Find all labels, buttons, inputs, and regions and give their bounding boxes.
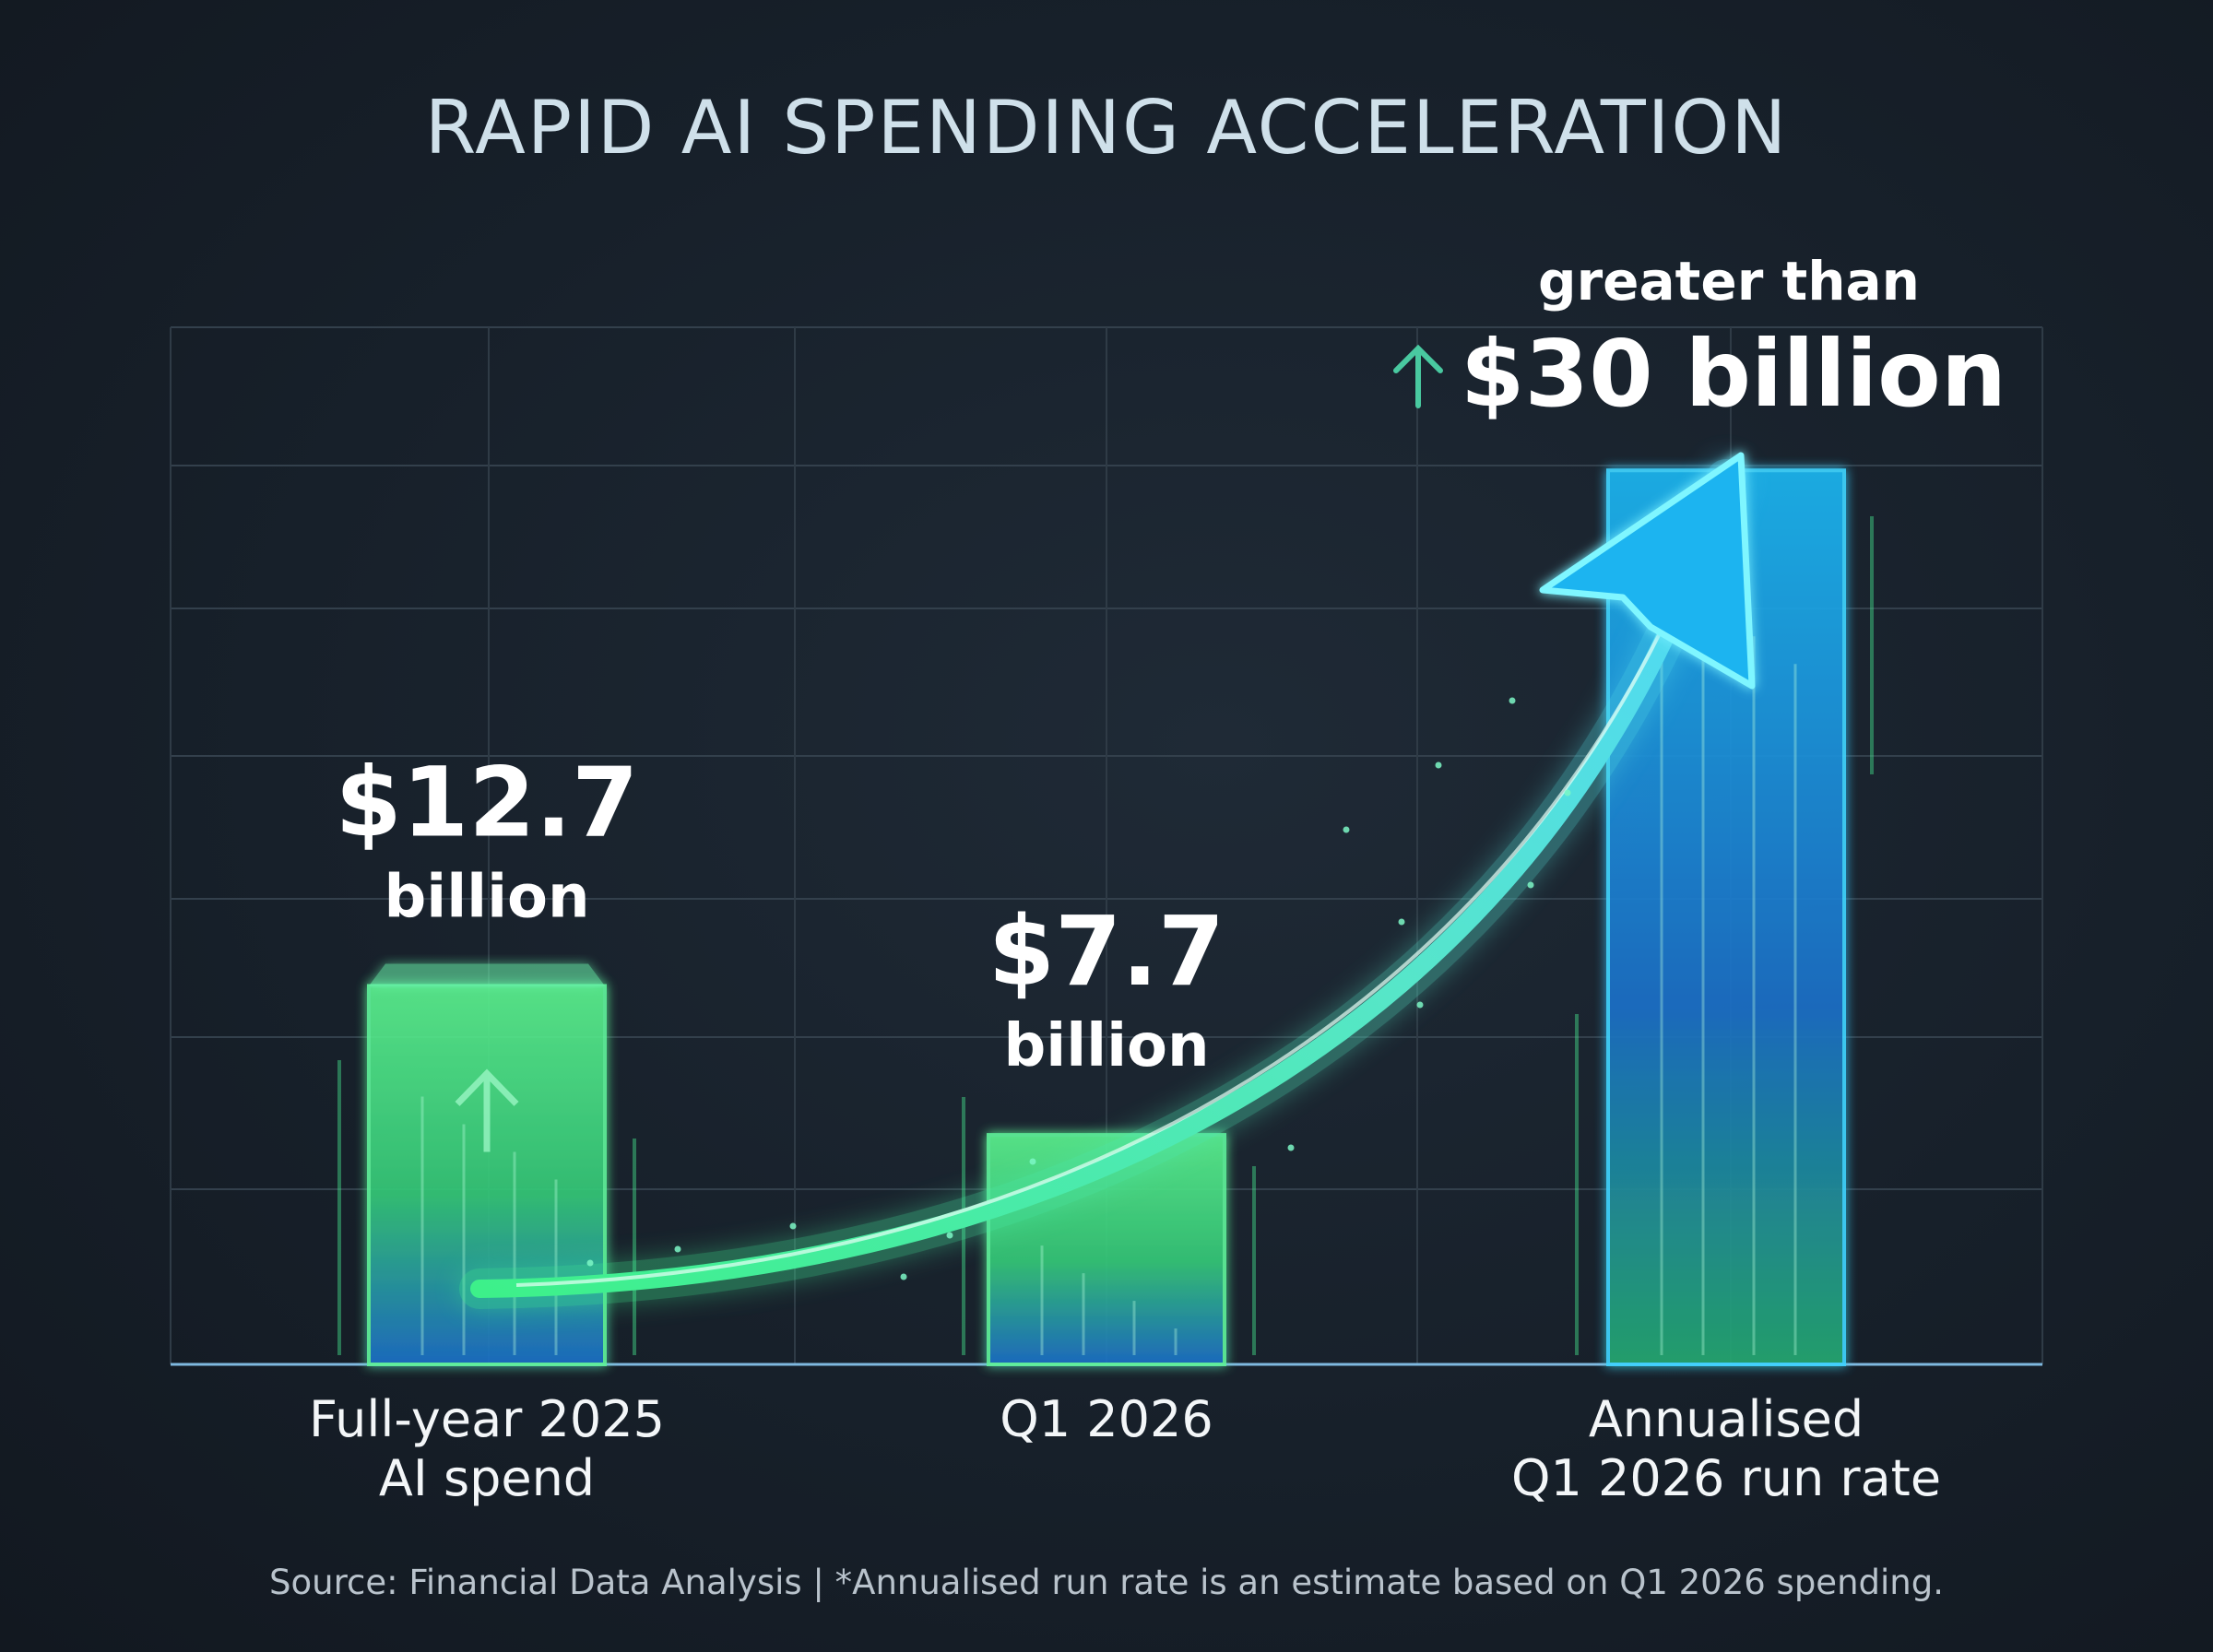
category-label: Q1 2026	[1000, 1390, 1213, 1448]
source-note: Source: Financial Data Analysis | *Annua…	[269, 1563, 1944, 1602]
sparkle	[1509, 697, 1516, 704]
sparkle	[1527, 881, 1534, 889]
data-label-prefix: greater than	[1538, 250, 1920, 313]
sparkle	[1029, 1158, 1036, 1165]
data-label-unit: billion	[384, 863, 589, 931]
sparkle	[946, 1232, 953, 1239]
sparkle	[789, 1222, 797, 1230]
category-label: Q1 2026 run rate	[1511, 1449, 1941, 1507]
sparkle	[586, 1259, 594, 1267]
data-label: $30 billion	[1461, 320, 2006, 428]
sparkle	[1287, 1144, 1295, 1151]
trend-arrow-head	[1539, 452, 1756, 690]
sparkle	[1343, 826, 1350, 833]
data-label: $12.7	[336, 746, 639, 858]
sparkle	[1564, 789, 1571, 796]
sparkle	[1398, 918, 1405, 926]
up-arrow-icon	[1393, 344, 1443, 408]
sparkle	[900, 1273, 907, 1280]
up-arrow-icon	[455, 1068, 519, 1152]
data-label: $7.7	[988, 895, 1225, 1008]
trend-arrow-icon	[470, 470, 1735, 1298]
sparkle	[1435, 761, 1442, 769]
chart-title: RAPID AI SPENDING ACCELERATION	[424, 85, 1789, 171]
trend-arrow	[459, 452, 1756, 1309]
sparkle	[1416, 1001, 1424, 1009]
category-label: AI spend	[379, 1449, 595, 1507]
bar-cap	[369, 963, 605, 986]
data-label-unit: billion	[1003, 1012, 1209, 1080]
category-label: Annualised	[1589, 1390, 1864, 1448]
trend-arrow-highlight	[515, 497, 1719, 1287]
category-label: Full-year 2025	[309, 1390, 665, 1448]
sparkle	[674, 1245, 681, 1253]
